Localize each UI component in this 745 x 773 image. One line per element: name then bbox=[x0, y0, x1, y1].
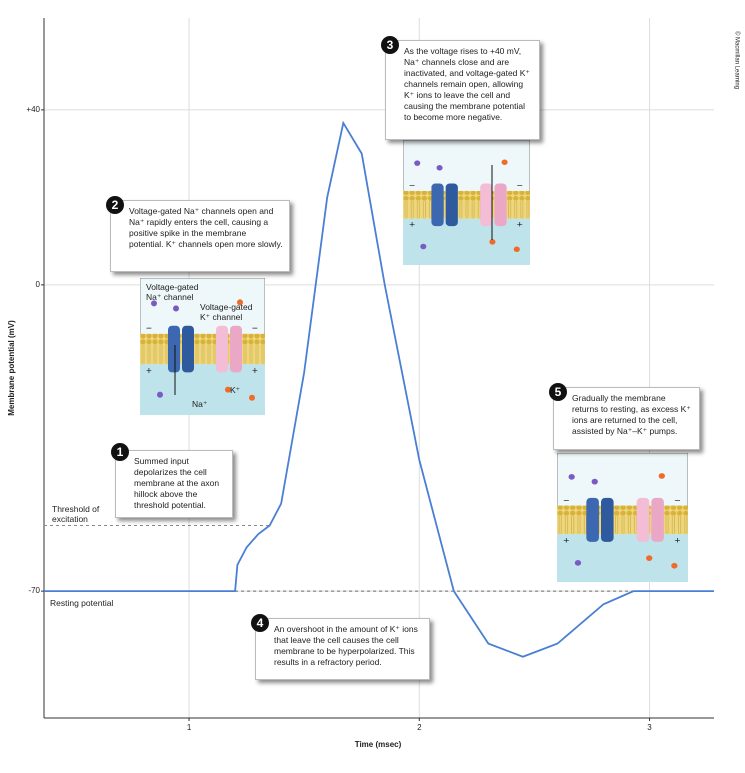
inset-illustration bbox=[557, 453, 688, 582]
y-tick-label: +40 bbox=[26, 105, 40, 114]
callout: Summed input depolarizes the cell membra… bbox=[115, 450, 233, 518]
callout: As the voltage rises to +40 mV, Na⁺ chan… bbox=[385, 40, 540, 140]
inset-label: Voltage-gated K⁺ channel bbox=[200, 302, 253, 322]
callout: An overshoot in the amount of K⁺ ions th… bbox=[255, 618, 430, 680]
resting-label: Resting potential bbox=[50, 598, 114, 608]
x-tick-label: 3 bbox=[647, 723, 652, 732]
inset-illustration bbox=[403, 140, 530, 265]
callout-number: 4 bbox=[251, 614, 269, 632]
credit: © Macmillan Learning bbox=[733, 31, 740, 89]
inset-label: Voltage-gated Na⁺ channel bbox=[146, 282, 199, 302]
callout-number: 1 bbox=[111, 443, 129, 461]
inset-label: Na⁺ bbox=[192, 399, 208, 409]
callout-number: 5 bbox=[549, 383, 567, 401]
inset-label: K⁺ bbox=[230, 385, 241, 395]
y-tick-label: 0 bbox=[36, 280, 41, 289]
x-tick-label: 1 bbox=[187, 723, 192, 732]
callout-number: 3 bbox=[381, 36, 399, 54]
y-axis-label: Membrane potential (mV) bbox=[7, 320, 16, 416]
y-tick-label: -70 bbox=[28, 586, 40, 595]
callout-number: 2 bbox=[106, 196, 124, 214]
line-series bbox=[44, 120, 714, 658]
threshold-label: Threshold of excitation bbox=[52, 504, 100, 524]
x-tick-label: 2 bbox=[417, 723, 422, 732]
callout: Gradually the membrane returns to restin… bbox=[553, 387, 700, 450]
callout: Voltage-gated Na⁺ channels open and Na⁺ … bbox=[110, 200, 290, 272]
x-axis-label: Time (msec) bbox=[355, 740, 402, 749]
